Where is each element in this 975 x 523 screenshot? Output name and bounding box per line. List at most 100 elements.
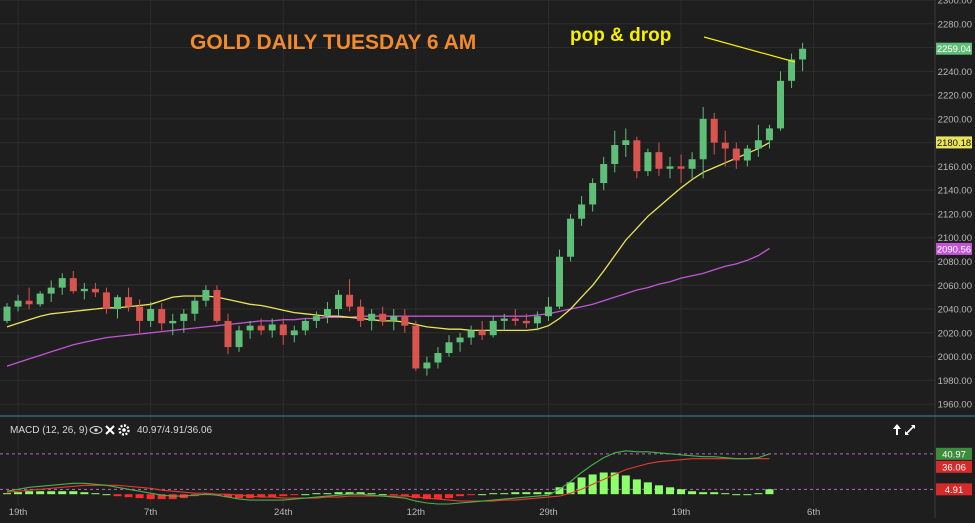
candle-up [301,318,309,336]
candle-up [246,320,254,339]
histogram-bar-positive [688,491,697,495]
candle-up [611,130,619,173]
histogram-bar-positive [522,492,531,495]
candle-body [489,320,497,336]
candle-up [688,152,696,179]
eye-icon[interactable] [89,426,103,434]
candle-body [578,204,586,219]
y-tick-label: 2160.00 [938,162,972,173]
candle-body [699,118,707,160]
y-tick-label: 2240.00 [938,67,972,78]
annotation-pointer [703,36,796,63]
fast-moving-average-line [6,142,770,332]
candle-down [125,287,133,312]
candle-body [257,325,265,331]
candle-down [257,318,265,336]
histogram-bar-positive [754,493,763,495]
y-tick-label: 2300.00 [938,0,972,7]
candle-body [80,288,88,292]
value-badge-bg [936,447,972,460]
macd-last-label: 36.06 [936,460,972,473]
histogram-bar-positive [80,492,89,495]
move-pane-up-icon[interactable] [893,424,901,435]
candle-body [58,278,66,288]
candle-body [611,145,619,165]
gear-icon[interactable] [118,424,130,436]
y-tick-label: 2220.00 [938,91,972,102]
histogram-bar-positive [765,489,774,495]
price-last-label: 2259.04 [936,42,972,55]
candle-up [191,297,199,321]
candle-body [202,290,210,301]
price-last-label: 2090.56 [936,242,972,255]
candle-up [235,325,243,352]
candle-up [323,301,331,324]
histogram-bar-negative [235,494,244,499]
candles [3,42,807,376]
candle-down [136,299,144,333]
histogram-bar-positive [500,493,509,495]
candle-body [379,313,387,321]
candle-body [456,337,464,343]
candle-body [114,297,121,310]
candle-body [279,324,287,336]
candle-down [69,270,77,294]
candle-up [147,301,155,327]
candle-body [246,325,254,331]
histogram-bar-negative [411,494,420,499]
candle-body [666,166,674,169]
time-x-axis: 19th 7th 24th 12th 29th 19th 6th [9,507,820,518]
histogram-bar-negative [268,494,277,498]
histogram-bar-positive [301,494,310,496]
histogram-bar-positive [102,494,111,496]
candle-body [478,330,486,336]
candle-down [102,287,110,314]
candle-body [533,316,541,324]
candle-up [666,156,674,179]
value-badge-text: 2090.56 [937,244,971,255]
candle-down [522,313,530,329]
y-tick-label: 2100.00 [938,233,972,244]
y-tick-label: 2280.00 [938,19,972,30]
x-tick-label: 19th [672,507,691,518]
x-tick-label: 24th [274,507,293,518]
candle-body [268,324,276,331]
histogram-bar-negative [467,494,476,496]
candle-body [644,152,652,172]
macd-last-label: 4.91 [936,483,972,496]
candle-body [688,159,696,169]
candle-body [290,330,298,336]
candle-up [544,297,552,321]
histogram-bar-positive [533,492,542,495]
histogram-bar-positive [367,493,376,495]
candle-up [567,213,575,262]
macd-indicator-label[interactable]: MACD (12, 26, 9) [10,425,88,436]
y-tick-label: 2120.00 [938,209,972,220]
candle-body [36,293,44,305]
candle-body [732,148,740,161]
candle-body [91,288,99,293]
candle-body [323,309,331,317]
candle-up [47,280,55,302]
candle-up [36,291,44,307]
value-badge-bg [936,460,972,473]
histogram-bar-negative [113,494,122,497]
candle-up [335,290,342,317]
value-badge-text: 2259.04 [937,44,971,55]
candle-body [777,80,784,129]
candle-up [799,42,807,72]
candle-body [235,330,243,348]
candle-up [765,124,773,149]
macd-readout: 40.97/4.91/36.06 [137,425,213,436]
candle-body [522,320,530,324]
histogram-bar-negative [422,494,431,500]
close-icon[interactable] [105,425,115,435]
x-tick-label: 29th [539,507,558,518]
histogram-bar-positive [511,492,520,495]
maximize-pane-icon[interactable] [905,425,915,435]
candle-down [633,136,641,179]
candle-up [788,53,796,88]
candle-body [47,287,55,294]
